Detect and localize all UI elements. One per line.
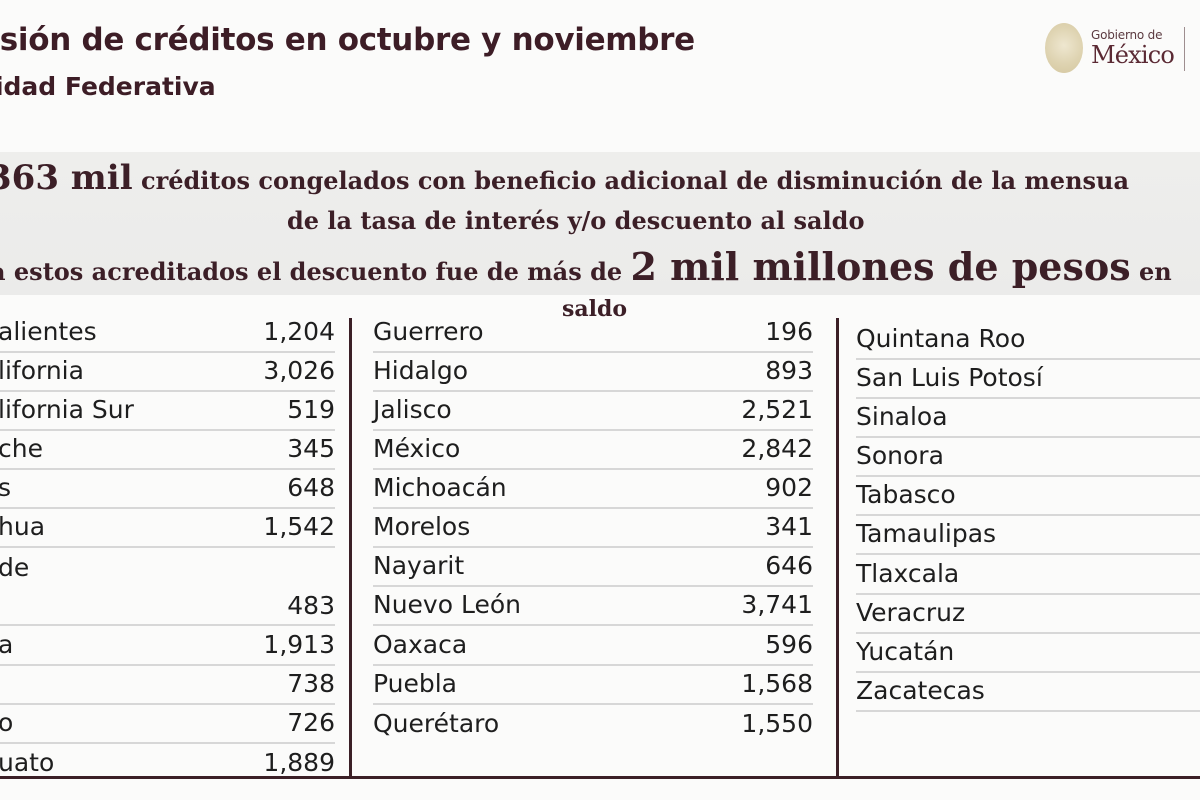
summary-banner bbox=[0, 152, 1200, 295]
table-row: Hidalgo 893 bbox=[373, 352, 813, 392]
table-row: Nayarit 646 bbox=[373, 547, 813, 587]
table-row: Jalisco 2,521 bbox=[373, 391, 813, 431]
table-row: México 2,842 bbox=[373, 430, 813, 470]
table-row: Sonora bbox=[856, 437, 1200, 477]
gobierno-de-mexico-logo: Gobierno de México bbox=[1045, 17, 1185, 79]
table-row: Oaxaca 596 bbox=[373, 626, 813, 666]
table-row: San Luis Potosí bbox=[856, 359, 1200, 399]
banner-line-3: a estos acreditados el descuento fue de … bbox=[0, 244, 1172, 289]
banner-line-3-post: en bbox=[1130, 257, 1172, 286]
table-row: Morelos 341 bbox=[373, 508, 813, 548]
page-subtitle: tidad Federativa bbox=[0, 72, 216, 101]
table-row: Yucatán bbox=[856, 633, 1200, 673]
table-row: o 726 bbox=[0, 704, 335, 744]
table-row: Nuevo León 3,741 bbox=[373, 586, 813, 626]
table-row: Tabasco bbox=[856, 476, 1200, 516]
table-row: Sinaloa bbox=[856, 398, 1200, 438]
table-row: lifornia 3,026 bbox=[0, 352, 335, 392]
banner-line-3-pre: a estos acreditados el descuento fue de … bbox=[0, 257, 631, 286]
credits-count: 363 mil bbox=[0, 158, 133, 198]
coat-of-arms-seal-icon bbox=[1045, 23, 1083, 73]
table-row: Veracruz bbox=[856, 594, 1200, 634]
banner-line-1: 363 mil créditos congelados con benefici… bbox=[0, 158, 1129, 198]
table-row: a 1,913 bbox=[0, 626, 335, 666]
logo-line-2: México bbox=[1091, 41, 1175, 69]
banner-line-1-text: créditos congelados con beneficio adicio… bbox=[132, 166, 1130, 195]
table-row: 738 bbox=[0, 665, 335, 705]
table-row: Zacatecas bbox=[856, 672, 1200, 712]
table-bottom-border bbox=[0, 776, 1200, 779]
banner-line-4: saldo bbox=[562, 296, 628, 322]
table-row: Quintana Roo bbox=[856, 320, 1200, 360]
logo-line-1: Gobierno de bbox=[1091, 28, 1163, 42]
table-row: s 648 bbox=[0, 469, 335, 509]
column-divider-2 bbox=[836, 318, 839, 778]
table-row: uato 1,889 bbox=[0, 748, 335, 778]
column-divider-1 bbox=[349, 318, 352, 778]
logo-divider bbox=[1184, 27, 1185, 71]
table-row: Guerrero 196 bbox=[373, 313, 813, 353]
discount-amount: 2 mil millones de pesos bbox=[630, 244, 1131, 289]
table-row: alientes 1,204 bbox=[0, 313, 335, 353]
table-row: che 345 bbox=[0, 430, 335, 470]
table-row: Tlaxcala bbox=[856, 555, 1200, 595]
page-title: ersión de créditos en octubre y noviembr… bbox=[0, 22, 695, 58]
banner-line-2: de la tasa de interés y/o descuento al s… bbox=[287, 206, 865, 235]
table-row: Puebla 1,568 bbox=[373, 665, 813, 705]
table-row: Michoacán 902 bbox=[373, 469, 813, 509]
table-row: hua 1,542 bbox=[0, 508, 335, 548]
table-row: Tamaulipas bbox=[856, 515, 1200, 555]
table-row: de 483 bbox=[0, 547, 335, 626]
table-row: lifornia Sur 519 bbox=[0, 391, 335, 431]
table-row: Querétaro 1,550 bbox=[373, 709, 813, 739]
